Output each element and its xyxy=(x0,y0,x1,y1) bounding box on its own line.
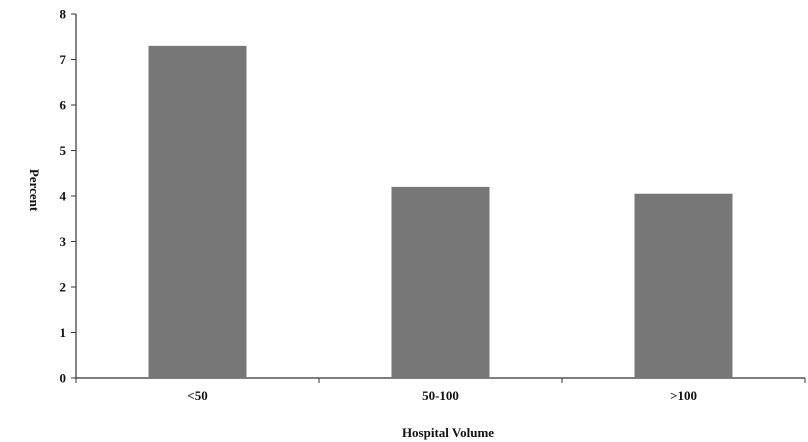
bar xyxy=(148,45,247,378)
y-tick-label: 2 xyxy=(60,280,67,295)
y-tick-label: 8 xyxy=(60,7,67,22)
y-tick-label: 5 xyxy=(60,143,67,158)
y-tick-label: 4 xyxy=(60,189,67,204)
bar xyxy=(634,193,733,378)
x-category-labels: <50 50-100 >100 xyxy=(187,388,697,403)
x-tick-label: <50 xyxy=(187,388,207,403)
x-axis-title: Hospital Volume xyxy=(402,425,494,440)
x-tick-label: 50-100 xyxy=(422,388,459,403)
y-tick-label: 1 xyxy=(60,325,67,340)
bar xyxy=(391,186,490,378)
y-tick-label: 7 xyxy=(60,52,67,67)
y-tick-labels: 0 1 2 3 4 5 6 7 8 xyxy=(60,7,67,386)
y-tick-label: 3 xyxy=(60,234,67,249)
y-axis-title: Percent xyxy=(27,169,42,212)
x-tick-label: >100 xyxy=(670,388,697,403)
y-tick-label: 6 xyxy=(60,98,67,113)
bars-group xyxy=(148,45,733,378)
y-tick-label: 0 xyxy=(60,371,67,386)
